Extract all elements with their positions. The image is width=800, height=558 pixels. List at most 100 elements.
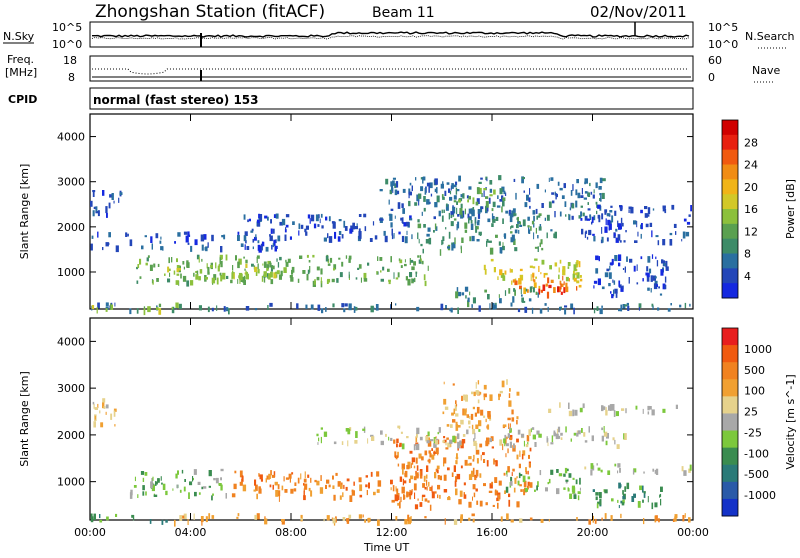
data-cell: [434, 188, 437, 193]
data-cell: [408, 191, 412, 196]
data-cell: [196, 270, 199, 275]
data-cell: [433, 216, 436, 220]
colorbar-segment: [722, 223, 738, 240]
data-cell: [410, 516, 412, 523]
data-cell: [509, 441, 512, 448]
data-cell: [270, 219, 272, 224]
data-cell: [219, 256, 223, 260]
data-cell: [150, 481, 153, 489]
data-cell: [92, 210, 95, 217]
data-cell: [593, 189, 595, 194]
data-cell: [541, 203, 544, 208]
data-cell: [524, 306, 528, 313]
data-cell: [621, 502, 625, 506]
data-cell: [316, 480, 320, 486]
data-cell: [409, 182, 412, 186]
data-cell: [260, 243, 263, 251]
data-cell: [607, 219, 611, 226]
data-cell: [439, 249, 442, 256]
data-cell: [456, 433, 460, 440]
data-cell: [376, 471, 380, 477]
data-cell: [643, 471, 645, 474]
data-cell: [688, 214, 691, 217]
data-cell: [601, 213, 604, 220]
data-cell: [556, 428, 558, 435]
data-cell: [444, 190, 447, 196]
data-cell: [494, 489, 497, 496]
data-cell: [611, 258, 614, 265]
data-cell: [99, 519, 103, 523]
data-cell: [633, 220, 637, 225]
data-cell: [527, 442, 529, 446]
data-cell: [563, 281, 565, 286]
data-cell: [397, 272, 400, 278]
data-cell: [246, 246, 250, 250]
data-cell: [524, 487, 528, 492]
data-cell: [397, 502, 401, 506]
data-cell: [474, 476, 477, 481]
data-cell: [480, 177, 483, 180]
data-cell: [316, 433, 319, 437]
data-cell: [492, 201, 496, 208]
data-cell: [428, 481, 430, 487]
data-cell: [478, 305, 481, 312]
data-cell: [637, 501, 641, 508]
data-cell: [553, 430, 556, 433]
data-cell: [111, 193, 114, 200]
data-cell: [129, 239, 133, 247]
data-cell: [362, 514, 364, 518]
data-cell: [106, 212, 108, 218]
data-cell: [415, 436, 418, 443]
data-cell: [451, 472, 454, 477]
data-cell: [302, 270, 306, 274]
data-cell: [535, 208, 538, 214]
data-cell: [326, 515, 330, 521]
data-cell: [563, 287, 566, 294]
data-cell: [620, 217, 623, 224]
data-cell: [544, 303, 547, 306]
data-cell: [397, 463, 400, 467]
data-cell: [305, 304, 308, 309]
data-cell: [526, 194, 529, 201]
data-cell: [622, 499, 625, 504]
data-cell: [428, 450, 431, 454]
data-cell: [206, 263, 208, 269]
data-cell: [520, 288, 522, 295]
data-cell: [682, 515, 685, 522]
data-cell: [433, 451, 436, 454]
data-cell: [467, 297, 470, 303]
data-cell: [628, 277, 630, 284]
data-cell: [565, 214, 567, 217]
data-cell: [631, 496, 635, 502]
data-cell: [588, 426, 590, 433]
data-cell: [462, 193, 465, 199]
data-cell: [392, 177, 396, 180]
data-cell: [113, 410, 116, 417]
data-cell: [155, 233, 159, 239]
data-cell: [533, 215, 535, 222]
data-cell: [529, 229, 531, 234]
data-cell: [344, 303, 348, 307]
data-cell: [339, 272, 343, 278]
data-cell: [642, 408, 644, 414]
data-cell: [247, 219, 249, 223]
data-cell: [389, 189, 393, 195]
data-cell: [568, 410, 573, 417]
data-cell: [146, 257, 149, 262]
data-cell: [266, 264, 269, 270]
data-cell: [337, 481, 341, 487]
data-cell: [596, 210, 598, 215]
data-cell: [558, 286, 561, 292]
data-cell: [373, 307, 375, 310]
data-cell: [628, 206, 632, 210]
data-cell: [449, 308, 452, 312]
data-cell: [114, 424, 116, 427]
data-cell: [665, 260, 668, 268]
data-cell: [221, 235, 225, 238]
data-cell: [591, 435, 594, 442]
data-cell: [364, 226, 367, 232]
data-cell: [162, 483, 166, 490]
data-cell: [405, 276, 408, 281]
data-cell: [392, 180, 395, 186]
data-cell: [136, 280, 139, 284]
